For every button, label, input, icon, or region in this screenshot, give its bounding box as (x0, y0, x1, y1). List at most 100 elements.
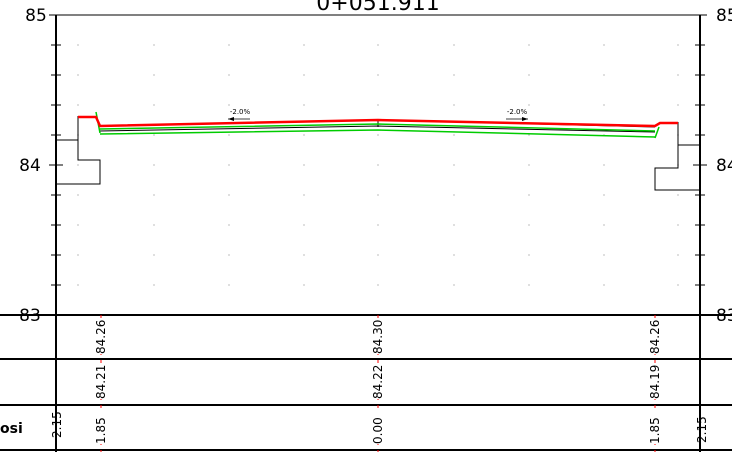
edge-offset-label-right: 2.15 (695, 416, 709, 443)
grid-dot (453, 224, 455, 226)
grid-dot (603, 74, 605, 76)
label-background (371, 318, 385, 354)
data-table (0, 358, 732, 451)
label-background (371, 408, 385, 444)
grid-dot (677, 254, 679, 256)
station-title: 0+051.911 (316, 0, 439, 16)
label-background (648, 318, 662, 354)
left-curb-structure (56, 116, 101, 185)
grid-dot (453, 284, 455, 286)
grid-dot (77, 284, 79, 286)
label-background (94, 408, 108, 444)
grid-dot (153, 134, 155, 136)
svg-text:-2.0%: -2.0% (507, 108, 528, 116)
slope-annotation-left: -2.0% (228, 108, 251, 121)
design-elevation-label: 84.30 (371, 320, 385, 354)
grid-dot (228, 74, 230, 76)
existing-elevation-label: 84.19 (648, 365, 662, 399)
grid-dot (303, 254, 305, 256)
grid-dot (603, 284, 605, 286)
design-surface-line (78, 115, 678, 128)
grid-dots (77, 44, 679, 286)
grid-dot (377, 134, 379, 136)
grid-dot (153, 104, 155, 106)
grid-dot (603, 194, 605, 196)
svg-text:-2.0%: -2.0% (230, 108, 251, 116)
grid-dot (377, 194, 379, 196)
offset-label: 1.85 (94, 417, 108, 444)
grid-dot (303, 134, 305, 136)
grid-dot (603, 44, 605, 46)
grid-dot (153, 74, 155, 76)
edge-offset-label-left: 2.15 (50, 411, 64, 438)
grid-dot (153, 194, 155, 196)
grid-dot (77, 164, 79, 166)
grid-dot (77, 194, 79, 196)
grid-dot (453, 164, 455, 166)
grid-dot (228, 224, 230, 226)
grid-dot (303, 104, 305, 106)
grid-dot (303, 164, 305, 166)
table-columns: 84.26 84.21 1.85 84.30 84.22 0.00 84.26 84.19 1.… (94, 315, 662, 452)
grid-dot (228, 164, 230, 166)
grid-dot (377, 104, 379, 106)
grid-dot (528, 254, 530, 256)
grid-dot (228, 194, 230, 196)
grid-dot (453, 44, 455, 46)
offset-label: 1.85 (648, 417, 662, 444)
table-row-label: osi (0, 421, 23, 437)
grid-dot (528, 104, 530, 106)
grid-dot (603, 104, 605, 106)
grid-dot (528, 194, 530, 196)
grid-dot (377, 164, 379, 166)
grid-dot (153, 164, 155, 166)
grid-dot (77, 104, 79, 106)
design-elevation-label: 84.26 (648, 320, 662, 354)
grid-dot (528, 164, 530, 166)
grid-dot (228, 134, 230, 136)
grid-dot (677, 104, 679, 106)
grid-dot (453, 134, 455, 136)
grid-dot (77, 74, 79, 76)
elevation-tick-label-right: 83 (716, 306, 732, 326)
grid-dot (228, 284, 230, 286)
label-background (648, 408, 662, 444)
grid-dot (303, 44, 305, 46)
right-curb-structure (654, 122, 700, 191)
grid-dot (153, 284, 155, 286)
grid-dot (303, 74, 305, 76)
grid-dot (153, 224, 155, 226)
grid-dot (453, 194, 455, 196)
grid-dot (603, 224, 605, 226)
grid-dot (528, 284, 530, 286)
grid-dot (528, 44, 530, 46)
elevation-tick-label-left: 84 (19, 156, 41, 176)
grid-dot (677, 74, 679, 76)
grid-dot (377, 74, 379, 76)
grid-dot (603, 254, 605, 256)
grid-dot (228, 44, 230, 46)
elevation-tick-label-right: 84 (716, 156, 732, 176)
label-background (648, 363, 662, 399)
grid-dot (153, 254, 155, 256)
elevation-tick-label-right: 85 (716, 6, 732, 26)
grid-dot (303, 224, 305, 226)
grid-dot (377, 224, 379, 226)
slope-annotation-right: -2.0% (506, 108, 528, 121)
grid-dot (677, 284, 679, 286)
grid-dot (603, 164, 605, 166)
grid-dot (77, 224, 79, 226)
grid-dot (303, 194, 305, 196)
grid-dot (453, 104, 455, 106)
label-background (94, 318, 108, 354)
grid-dot (303, 284, 305, 286)
grid-dot (677, 194, 679, 196)
design-elevation-label: 84.26 (94, 320, 108, 354)
grid-dot (677, 44, 679, 46)
grid-dot (228, 104, 230, 106)
existing-elevation-label: 84.22 (371, 365, 385, 399)
elevation-tick-label-left: 83 (19, 306, 41, 326)
grid-dot (453, 74, 455, 76)
plot-frame (0, 14, 732, 452)
